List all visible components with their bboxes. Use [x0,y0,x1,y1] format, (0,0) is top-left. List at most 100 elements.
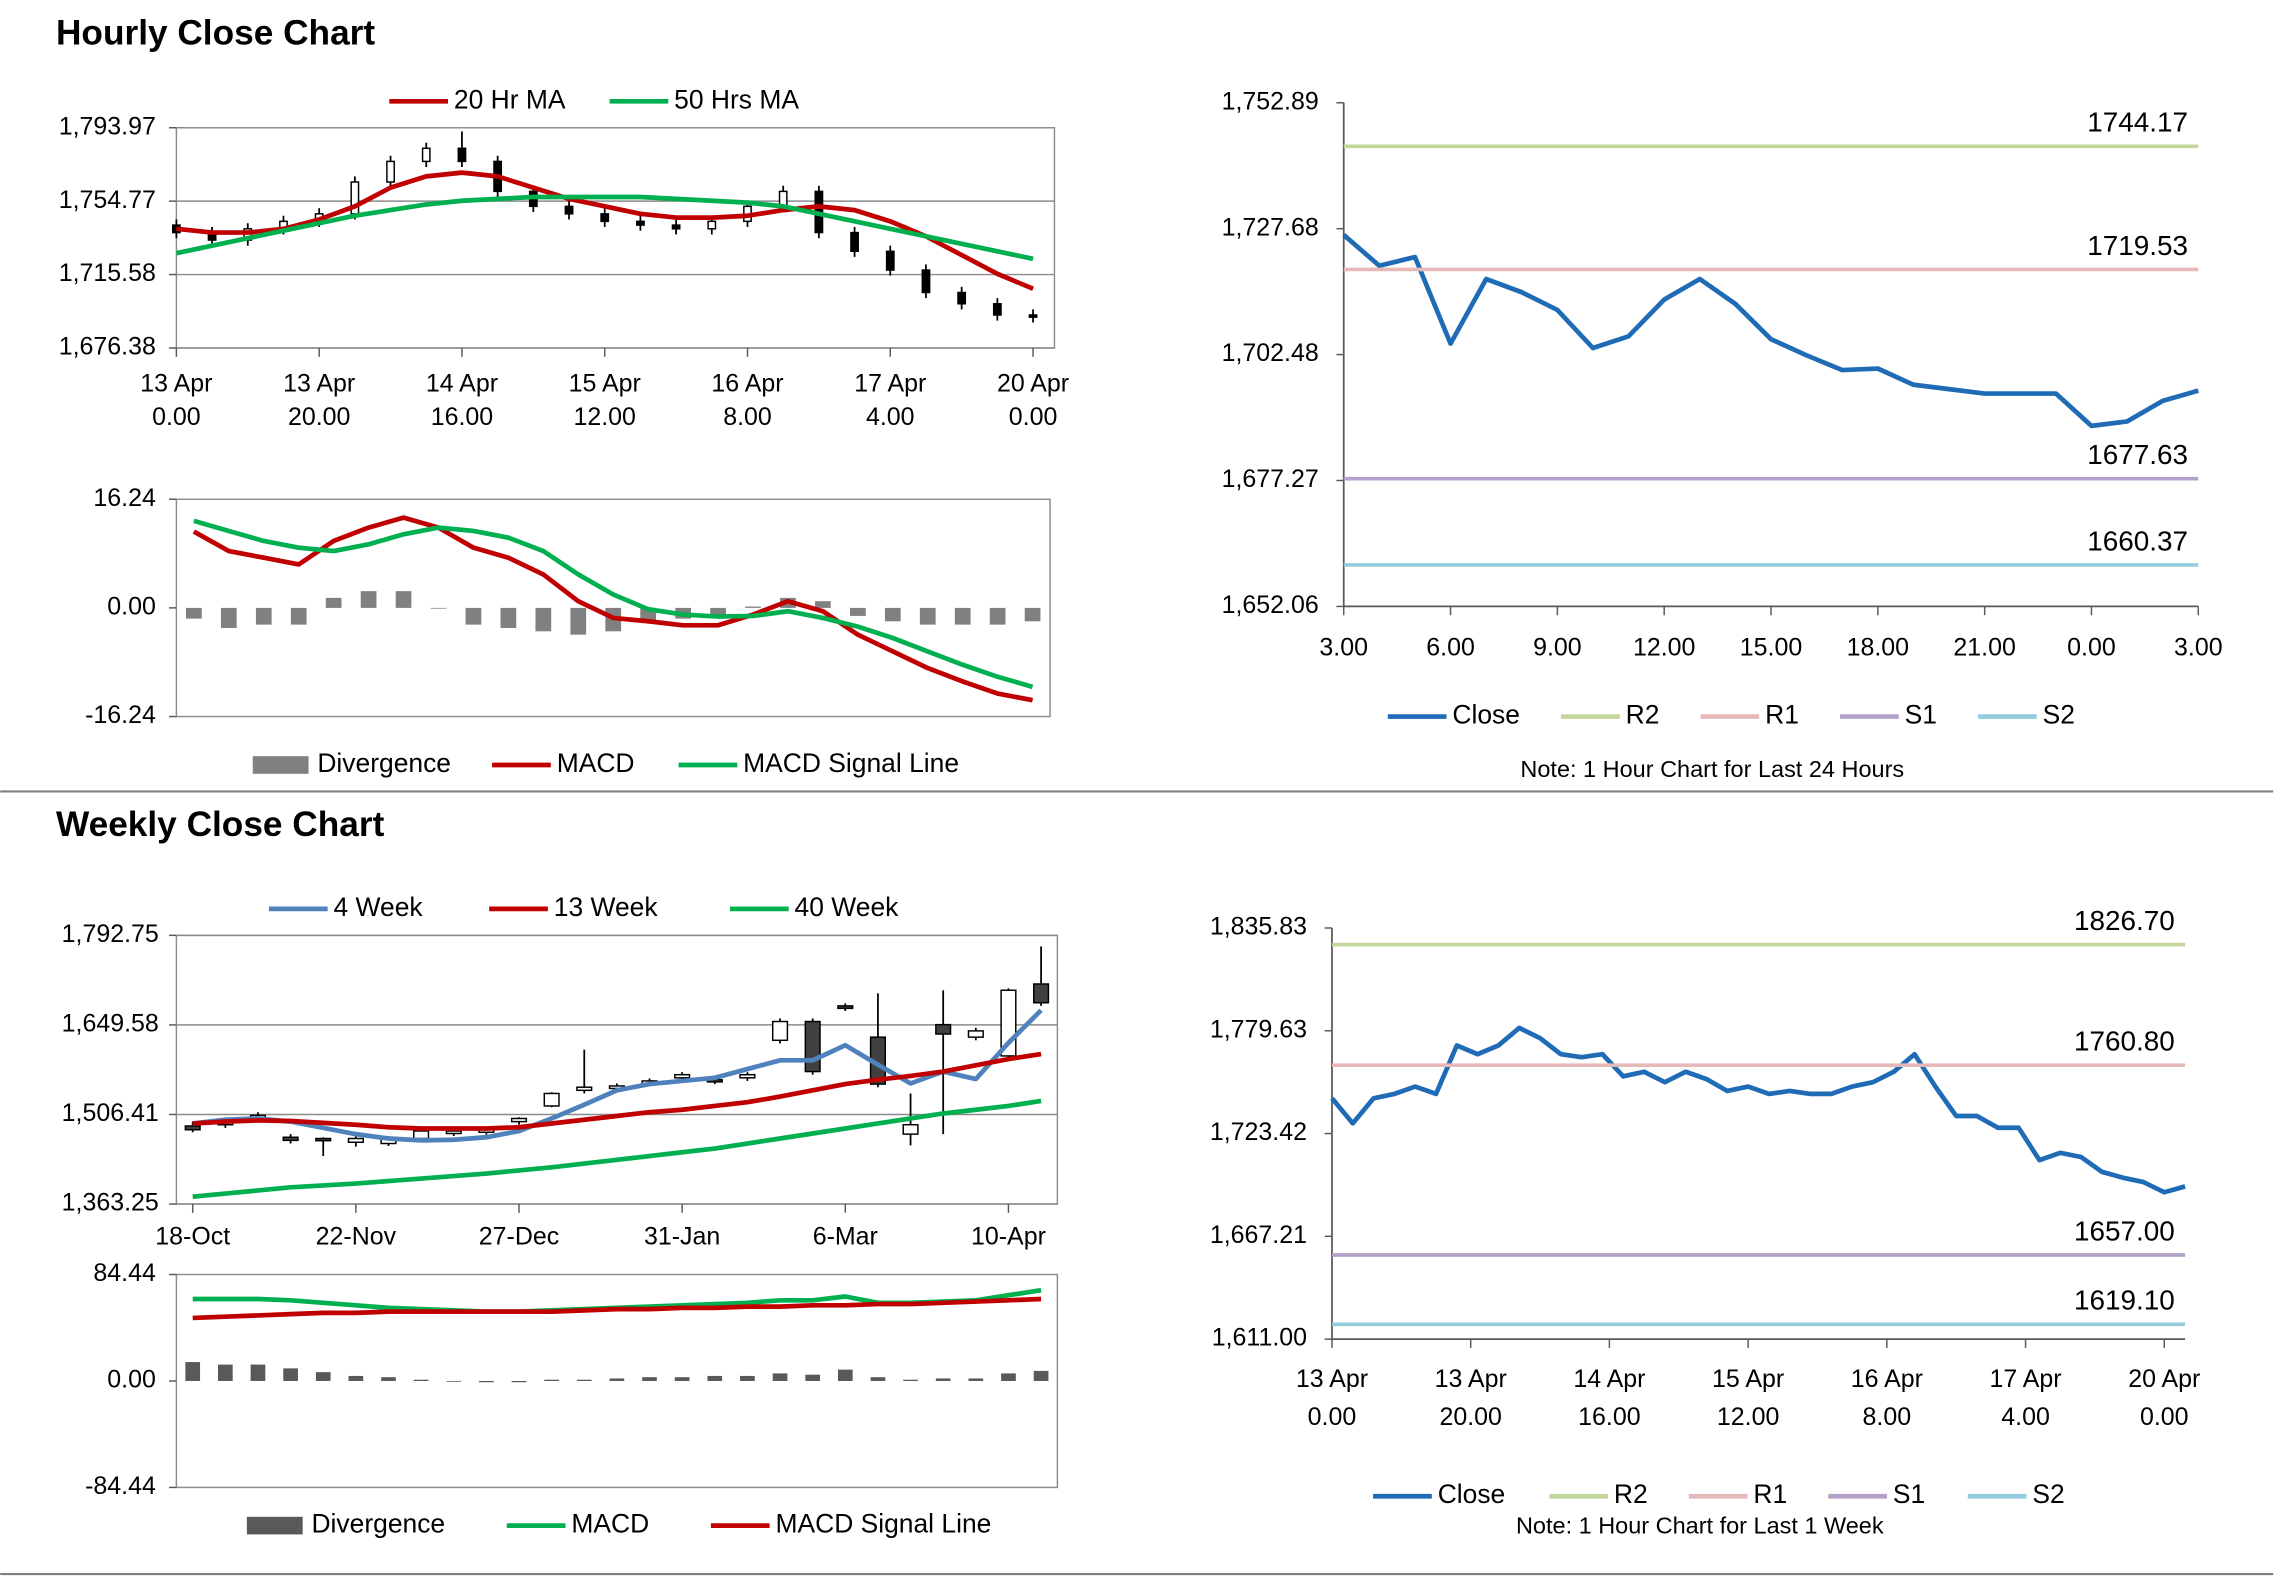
divergence-bar [642,1377,657,1381]
y-tick-label: 1,611.00 [1212,1324,1307,1352]
plot-frame [175,934,1059,1205]
y-tick-label: 1,779.63 [1210,1015,1307,1043]
y-tick-label: 84.44 [93,1259,156,1287]
reference-label: 1744.17 [2087,107,2188,138]
divergence-bar [954,607,971,625]
legend-label: Close [1438,1479,1506,1509]
divergence-bar [186,607,202,619]
candle-body [282,1136,299,1142]
x-tick-label: 0.00 [1009,403,1058,431]
divergence-bar [745,606,761,608]
y-tick-label: 1,792.75 [62,920,159,948]
candle-body [636,220,645,226]
x-tick-label: 3.00 [1319,634,1368,662]
y-tick-label: 1,649.58 [62,1009,159,1037]
legend-label: S2 [2043,700,2075,730]
divergence-bar [395,591,412,608]
x-tick-label: 0.00 [2140,1403,2189,1431]
divergence-bar [185,1362,201,1381]
divergence-bar [870,1377,886,1381]
candle-body [315,1137,332,1142]
legend-label: MACD Signal Line [775,1509,991,1539]
divergence-bar [710,607,726,617]
divergence-bar [903,1379,918,1381]
x-tick-label: 14 Apr [426,369,498,397]
x-tick-label: 8.00 [1863,1403,1912,1431]
x-tick-label: 14 Apr [1573,1365,1645,1393]
section-title: Weekly Close Chart [56,805,385,844]
divergence-bar [576,1379,592,1381]
candle-body [707,220,717,230]
candle-body [671,224,681,230]
divergence-bar [968,1378,984,1381]
x-tick-label: 22-Nov [316,1222,397,1250]
series-line [192,1051,1042,1131]
chart-note: Note: 1 Hour Chart for Last 24 Hours [1520,756,1904,782]
candle-body [885,250,895,271]
divergence-bar [772,1373,788,1381]
divergence-bar [544,1379,559,1381]
divergence-bar [283,1368,298,1381]
divergence-bar [849,607,866,616]
divergence-bar [1033,1370,1049,1381]
candle-body [576,1086,593,1092]
x-tick-label: 16 Apr [1851,1365,1923,1393]
x-tick-label: 0.00 [152,403,201,431]
candle-body [850,231,859,253]
legend-label: R1 [1765,700,1799,730]
legend-label: Divergence [311,1509,445,1539]
divergence-bar [674,1377,690,1381]
divergence-bar [609,1378,625,1381]
x-tick-label: 4.00 [2001,1403,2050,1431]
candle-body [445,1130,462,1135]
chart-note: Note: 1 Hour Chart for Last 1 Week [1516,1512,1884,1538]
x-tick-label: 6-Mar [813,1222,878,1250]
x-tick-label: 4.00 [866,403,915,431]
x-tick-label: 10-Apr [971,1222,1046,1250]
legend-label: MACD Signal Line [743,748,959,778]
reference-label: 1657.00 [2074,1215,2175,1246]
divergence-bar [413,1379,429,1381]
x-tick-label: 15 Apr [569,369,641,397]
y-tick-label: 1,702.48 [1222,339,1319,367]
y-tick-label: 1,667.21 [1210,1221,1307,1249]
candle-body [739,1073,756,1079]
legend-label: S1 [1905,700,1937,730]
candle-body [386,160,395,183]
legend-label: 4 Week [334,892,424,922]
y-tick-label: 1,363.25 [62,1189,159,1217]
x-tick-label: 12.00 [573,403,635,431]
x-tick-label: 0.00 [2067,634,2116,662]
legend-swatch [246,1516,303,1535]
divergence-bar [348,1375,364,1381]
candle-body [1028,314,1038,318]
x-tick-label: 8.00 [723,403,772,431]
reference-label: 1660.37 [2087,525,2188,556]
legend-label: MACD [557,748,635,778]
series-line [192,1296,1042,1321]
legend-label: 13 Week [554,892,659,922]
x-tick-label: 15 Apr [1712,1365,1784,1393]
x-tick-label: 13 Apr [1435,1365,1507,1393]
x-tick-label: 12.00 [1633,634,1695,662]
y-tick-label: 1,727.68 [1222,213,1319,241]
divergence-bar [250,1364,266,1381]
x-tick-label: 20 Apr [997,369,1069,397]
reference-label: 1619.10 [2074,1285,2175,1316]
divergence-bar [935,1378,951,1381]
divergence-bar [360,591,377,608]
y-tick-label: 1,793.97 [59,112,156,140]
divergence-bar [535,607,552,632]
y-tick-label: 1,754.77 [59,186,156,214]
divergence-bar [884,607,901,622]
legend-label: R2 [1626,700,1660,730]
series-line [192,515,1034,703]
candle-body [967,1030,984,1038]
candle-body [600,213,610,223]
legend-swatch [252,756,309,774]
x-tick-label: 18-Oct [155,1222,230,1250]
x-tick-label: 6.00 [1426,634,1475,662]
y-tick-label: 1,677.27 [1222,465,1319,493]
candle-body [1033,983,1050,1004]
divergence-bar [430,607,447,609]
